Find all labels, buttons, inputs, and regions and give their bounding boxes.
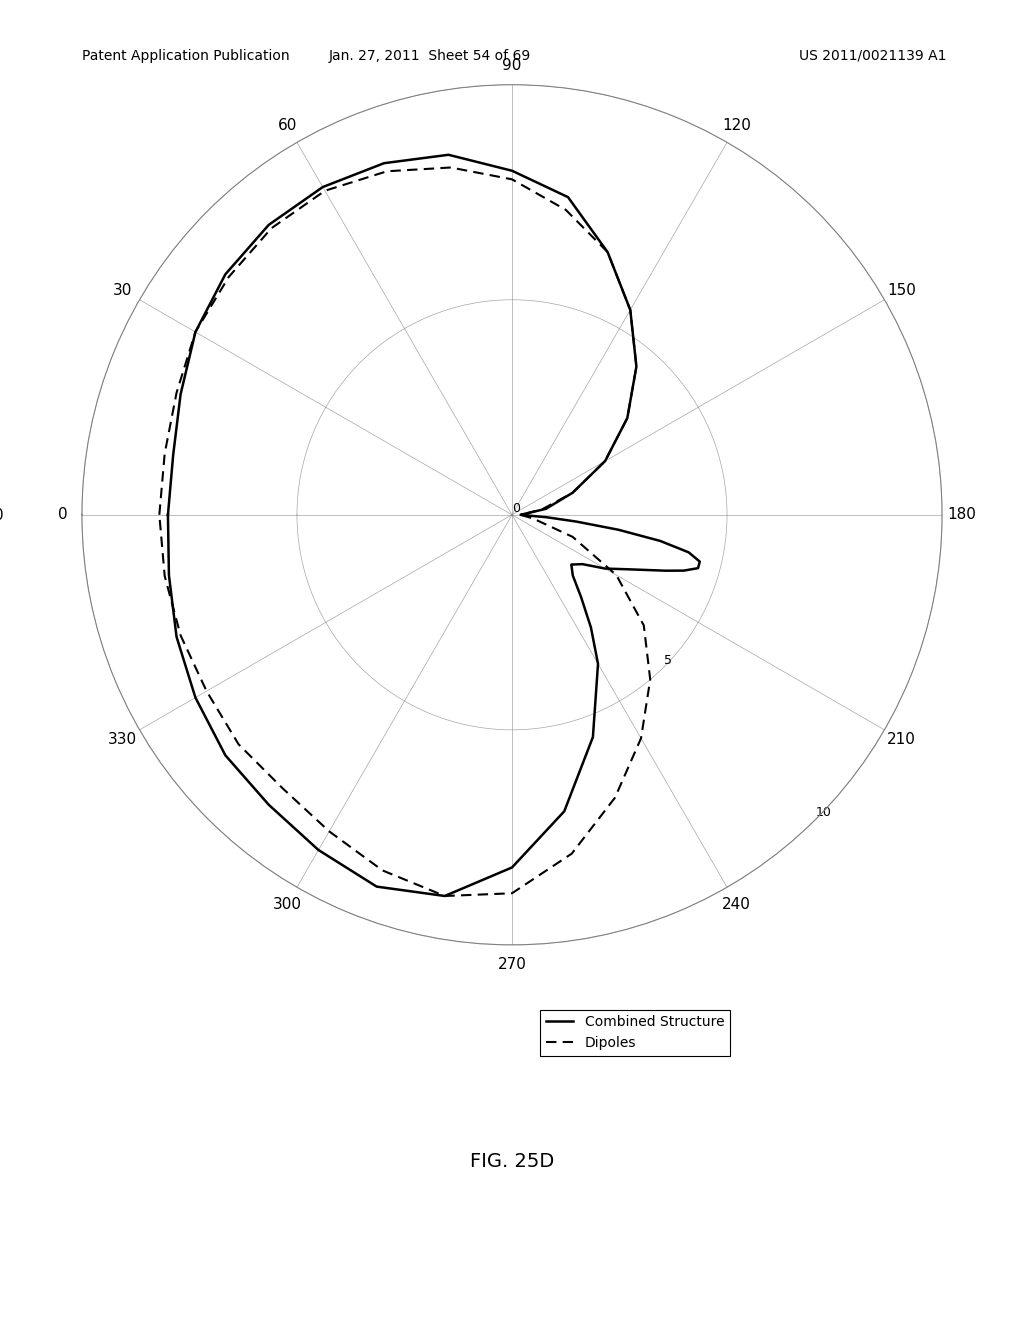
Combined Structure	[585, 619, 597, 635]
Combined Structure	[438, 888, 451, 904]
Combined Structure	[219, 747, 231, 763]
Combined Structure	[219, 267, 231, 282]
Combined Structure	[683, 544, 695, 560]
Dipoles	[609, 789, 622, 805]
Combined Structure	[624, 302, 636, 318]
Combined Structure	[601, 244, 613, 260]
Combined Structure	[678, 562, 690, 578]
Legend: Combined Structure, Dipoles: Combined Structure, Dipoles	[540, 1010, 730, 1056]
Dipoles	[377, 862, 389, 878]
Text: $\alpha$=90: $\alpha$=90	[0, 507, 4, 523]
Combined Structure	[592, 656, 604, 672]
Dipoles	[154, 507, 166, 523]
Combined Structure	[574, 589, 587, 605]
Combined Structure	[506, 162, 518, 178]
Dipoles	[159, 568, 171, 583]
Combined Structure	[693, 553, 706, 569]
Combined Structure	[587, 729, 599, 744]
Dipoles	[638, 618, 650, 634]
Combined Structure	[189, 325, 202, 341]
Dipoles	[170, 385, 182, 401]
Combined Structure	[566, 568, 579, 583]
Dipoles	[174, 627, 186, 643]
Dipoles	[630, 359, 642, 375]
Dipoles	[635, 730, 647, 746]
Combined Structure	[162, 507, 174, 523]
Combined Structure	[541, 510, 553, 525]
Dipoles	[506, 886, 518, 902]
Dipoles	[323, 824, 335, 840]
Dipoles	[566, 484, 579, 500]
Dipoles	[565, 846, 578, 862]
Combined Structure	[163, 568, 175, 583]
Text: Patent Application Publication: Patent Application Publication	[82, 49, 290, 63]
Dipoles	[201, 684, 213, 700]
Combined Structure	[167, 447, 179, 463]
Combined Structure	[623, 561, 635, 577]
Combined Structure	[659, 562, 672, 578]
Dipoles	[599, 453, 611, 469]
Dipoles	[444, 160, 457, 176]
Combined Structure	[630, 359, 642, 375]
Dipoles	[381, 164, 393, 180]
Dipoles	[610, 568, 623, 583]
Combined Structure	[189, 689, 202, 705]
Combined Structure	[262, 216, 274, 232]
Combined Structure	[654, 533, 667, 549]
Dipoles	[566, 529, 579, 545]
Combined Structure	[566, 484, 579, 500]
Combined Structure	[599, 561, 611, 577]
Text: FIG. 25D: FIG. 25D	[470, 1152, 554, 1171]
Combined Structure	[622, 411, 634, 426]
Combined Structure	[442, 147, 455, 162]
Dipoles	[560, 202, 572, 218]
Combined Structure	[562, 189, 574, 205]
Dipoles	[232, 737, 245, 752]
Combined Structure	[506, 859, 518, 875]
Combined Structure	[170, 628, 182, 644]
Dipoles	[536, 502, 548, 517]
Dipoles	[265, 220, 278, 236]
Combined Structure	[262, 797, 274, 813]
Dipoles	[189, 325, 202, 341]
Combined Structure	[599, 453, 611, 469]
Line: Combined Structure: Combined Structure	[168, 154, 699, 896]
Dipoles	[506, 172, 518, 187]
Dipoles	[601, 244, 613, 260]
Text: US 2011/0021139 A1: US 2011/0021139 A1	[799, 49, 946, 63]
Text: Jan. 27, 2011  Sheet 54 of 69: Jan. 27, 2011 Sheet 54 of 69	[329, 49, 531, 63]
Dipoles	[624, 302, 636, 318]
Combined Structure	[162, 507, 174, 523]
Combined Structure	[316, 180, 329, 195]
Line: Dipoles: Dipoles	[160, 168, 650, 896]
Combined Structure	[612, 521, 625, 537]
Dipoles	[514, 507, 526, 523]
Combined Structure	[174, 387, 186, 403]
Dipoles	[222, 269, 234, 285]
Combined Structure	[371, 879, 383, 895]
Dipoles	[438, 888, 451, 904]
Combined Structure	[540, 500, 552, 516]
Combined Structure	[565, 557, 578, 573]
Dipoles	[644, 672, 656, 688]
Dipoles	[622, 411, 634, 426]
Combined Structure	[692, 560, 705, 576]
Combined Structure	[577, 556, 589, 572]
Dipoles	[276, 780, 289, 796]
Combined Structure	[570, 513, 583, 529]
Dipoles	[154, 507, 166, 523]
Dipoles	[159, 446, 171, 462]
Combined Structure	[378, 156, 390, 172]
Dipoles	[527, 511, 540, 527]
Combined Structure	[312, 842, 325, 858]
Combined Structure	[514, 507, 526, 523]
Combined Structure	[558, 804, 570, 820]
Dipoles	[318, 183, 331, 199]
Combined Structure	[519, 507, 531, 523]
